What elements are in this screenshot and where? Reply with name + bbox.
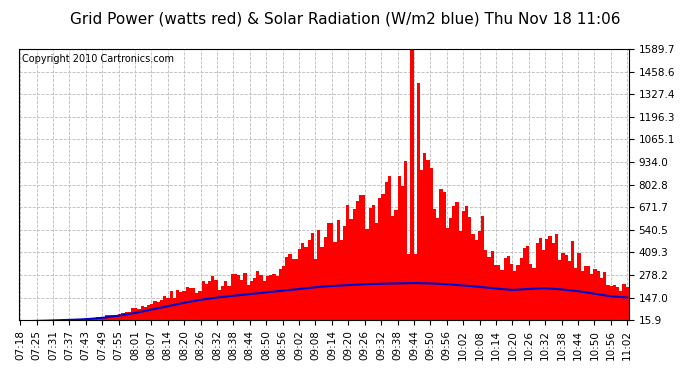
Text: Grid Power (watts red) & Solar Radiation (W/m2 blue) Thu Nov 18 11:06: Grid Power (watts red) & Solar Radiation… <box>70 11 620 26</box>
Text: Copyright 2010 Cartronics.com: Copyright 2010 Cartronics.com <box>21 54 174 64</box>
